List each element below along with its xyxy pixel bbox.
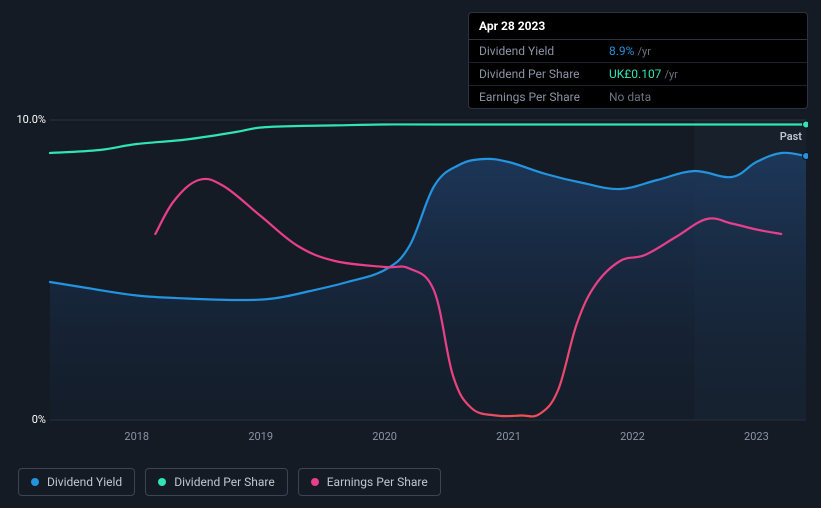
- tooltip-row: Dividend Yield8.9%/yr: [469, 40, 807, 63]
- legend-label: Dividend Per Share: [174, 475, 275, 489]
- y-axis-label: 10.0%: [16, 113, 46, 126]
- past-label: Past: [780, 130, 802, 143]
- x-axis-label: 2021: [496, 430, 521, 443]
- y-axis-label: 0%: [32, 413, 46, 426]
- tooltip-row: Earnings Per ShareNo data: [469, 86, 807, 108]
- chart-legend: Dividend Yield Dividend Per Share Earnings…: [18, 468, 441, 496]
- tooltip-metric-value: UK£0.107/yr: [609, 67, 678, 81]
- legend-item[interactable]: Earnings Per Share: [298, 468, 441, 496]
- x-axis-label: 2020: [372, 430, 397, 443]
- x-axis-label: 2019: [248, 430, 273, 443]
- tooltip-row: Dividend Per ShareUK£0.107/yr: [469, 63, 807, 86]
- x-axis-label: 2018: [124, 430, 149, 443]
- tooltip-metric-value: 8.9%/yr: [609, 44, 651, 58]
- legend-label: Dividend Yield: [47, 475, 122, 489]
- legend-dot-icon: [311, 478, 319, 486]
- legend-dot-icon: [158, 478, 166, 486]
- dividend-chart[interactable]: 10.0% 0% 2018 2019 2020 2021 2022 2023 Past: [18, 108, 808, 448]
- chart-tooltip: Apr 28 2023 Dividend Yield8.9%/yrDividen…: [468, 12, 808, 109]
- tooltip-date: Apr 28 2023: [469, 13, 807, 40]
- tooltip-metric-label: Dividend Yield: [479, 44, 609, 58]
- tooltip-metric-label: Dividend Per Share: [479, 67, 609, 81]
- tooltip-metric-label: Earnings Per Share: [479, 90, 609, 104]
- chart-canvas: [18, 108, 808, 448]
- tooltip-metric-value: No data: [609, 90, 651, 104]
- legend-dot-icon: [31, 478, 39, 486]
- legend-label: Earnings Per Share: [327, 475, 428, 489]
- x-axis-label: 2022: [620, 430, 645, 443]
- legend-item[interactable]: Dividend Per Share: [145, 468, 288, 496]
- x-axis-label: 2023: [744, 430, 769, 443]
- legend-item[interactable]: Dividend Yield: [18, 468, 135, 496]
